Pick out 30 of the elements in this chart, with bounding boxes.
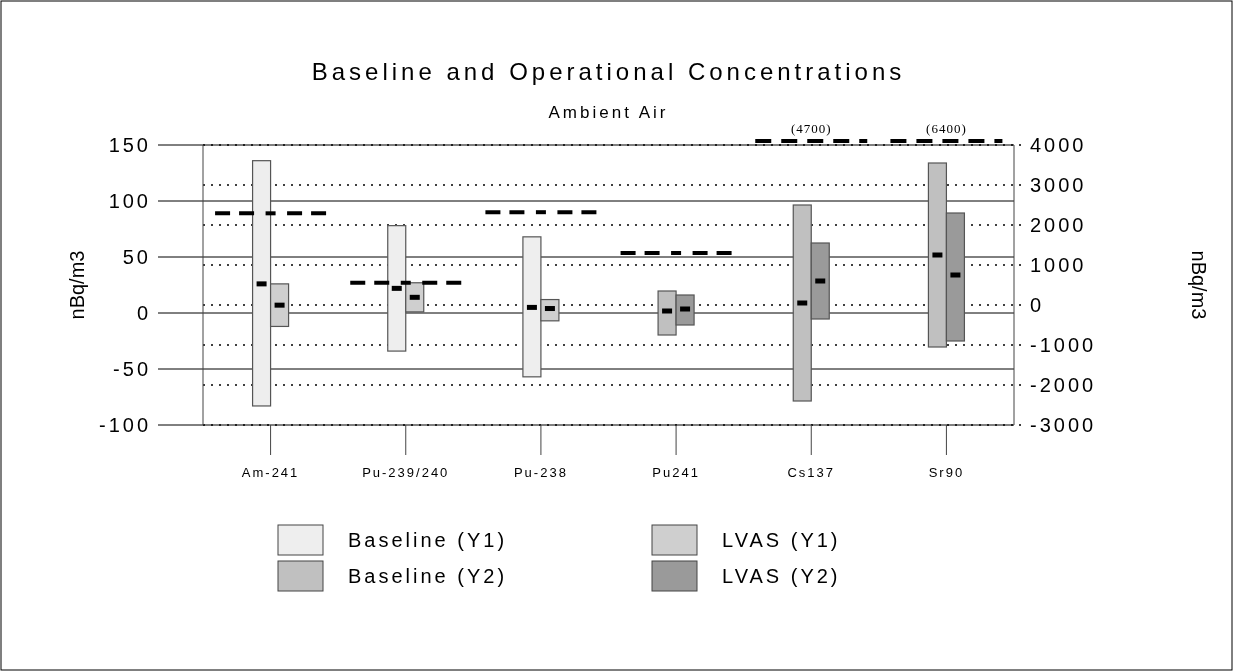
chart-subtitle: Ambient Air (548, 103, 669, 122)
legend-label: LVAS (Y2) (722, 565, 841, 587)
y2-tick-label: -1000 (1030, 334, 1097, 356)
text: (4700) (790, 121, 832, 136)
y2-tick-label: 1000 (1030, 254, 1087, 276)
x-tick-label: Pu-238 (513, 465, 568, 480)
y2-tick-label: 0 (1030, 294, 1045, 316)
y-tick-label: -100 (98, 414, 151, 436)
text: (6400) (926, 121, 967, 136)
y-tick-label: 0 (136, 302, 151, 324)
y2-tick-label: 4000 (1030, 134, 1087, 156)
y2-axis-title: nBq/m3 (1188, 250, 1210, 320)
y-tick-label: 150 (108, 134, 151, 156)
legend-label: Baseline (Y2) (348, 565, 508, 587)
x-tick-label: Pu-239/240 (362, 465, 450, 480)
x-tick-label: Pu241 (652, 465, 700, 480)
chart-title: Baseline and Operational Concentrations (311, 58, 906, 85)
legend-label: LVAS (Y1) (722, 529, 841, 551)
x-tick-label: Sr90 (928, 465, 965, 480)
y2-tick-label: 2000 (1030, 214, 1087, 236)
y2-tick-label: 3000 (1030, 174, 1087, 196)
y2-tick-label: -2000 (1030, 374, 1097, 396)
x-tick-label: Cs137 (787, 465, 836, 480)
y-tick-label: 50 (122, 246, 151, 268)
legend-label: Baseline (Y1) (348, 529, 508, 551)
y-tick-label: 100 (108, 190, 151, 212)
y-axis-title: nBq/m3 (66, 250, 88, 320)
x-tick-label: Am-241 (241, 465, 300, 480)
y-tick-label: -50 (113, 358, 151, 380)
y2-tick-label: -3000 (1030, 414, 1097, 436)
